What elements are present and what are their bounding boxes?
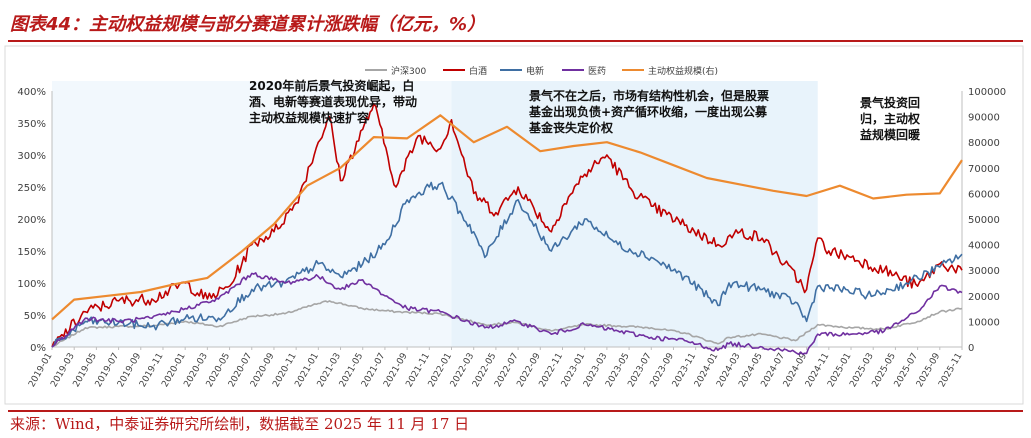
y-left-tick-label: 300% (17, 151, 46, 162)
series-line-scale (51, 114, 963, 321)
figure-title: 图表44：主动权益规模与部分赛道累计涨跌幅（亿元，%） (10, 14, 486, 35)
y-right-tick-label: 10000 (968, 317, 1000, 328)
y-left-tick-label: 350% (17, 119, 46, 130)
y-left-tick-label: 100% (17, 279, 46, 290)
title-rule (8, 40, 1023, 42)
y-right-tick-label: 20000 (968, 292, 1000, 303)
y-left-tick-label: 250% (17, 183, 46, 194)
legend-label-baijiu: 白酒 (469, 65, 487, 77)
y-right-tick-label: 50000 (968, 215, 1000, 226)
y-right-tick-label: 0 (968, 343, 974, 354)
legend-label-scale: 主动权益规模(右) (648, 65, 718, 77)
series-line-yiyao (51, 272, 963, 356)
y-left-tick-label: 50% (24, 311, 46, 322)
y-right-tick-label: 60000 (968, 189, 1000, 200)
y-left-tick-label: 400% (17, 87, 46, 98)
series-line-dianxin (51, 181, 963, 348)
y-right-tick-label: 40000 (968, 241, 1000, 252)
annotation-contraction: 景气不在之后，市场有结构性机会，但是股票基金出现负债+资产循环收缩，一度出现公募… (528, 88, 769, 135)
y-right-tick-label: 100000 (968, 87, 1006, 98)
footer-rule (8, 410, 1023, 412)
shaded-period (451, 81, 818, 347)
y-right-tick-label: 80000 (968, 138, 1000, 149)
line-chart: 0% 50% 100% 150% 200% 250% 300% 350% 400% 0 10000 2… (4, 45, 1024, 405)
y-left-tick-label: 150% (17, 247, 46, 258)
y-left-tick-label: 0% (30, 343, 46, 354)
legend-label-hs300: 沪深300 (391, 65, 426, 77)
annotation-recovery: 景气投资回归，主动权益规模回暖 (860, 95, 921, 142)
y-right-tick-label: 70000 (968, 164, 1000, 175)
source-note: 来源：Wind，中泰证券研究所绘制，数据截至 2025 年 11 月 17 日 (10, 415, 470, 433)
y-left-tick-label: 200% (17, 215, 46, 226)
legend-label-yiyao: 医药 (588, 66, 606, 77)
legend: 沪深300 白酒 电新 医药 主动权益规模(右) (365, 65, 718, 77)
shaded-period (52, 81, 452, 347)
series-line-baijiu (51, 103, 963, 348)
y-right-tick-label: 30000 (968, 266, 1000, 277)
y-right-tick-label: 90000 (968, 113, 1000, 124)
legend-label-dianxin: 电新 (526, 65, 544, 77)
chart-frame (4, 45, 1024, 405)
annotation-growth: 2020年前后景气投资崛起，白酒、电新等赛道表现优异，带动主动权益规模快速扩容 (249, 78, 417, 125)
